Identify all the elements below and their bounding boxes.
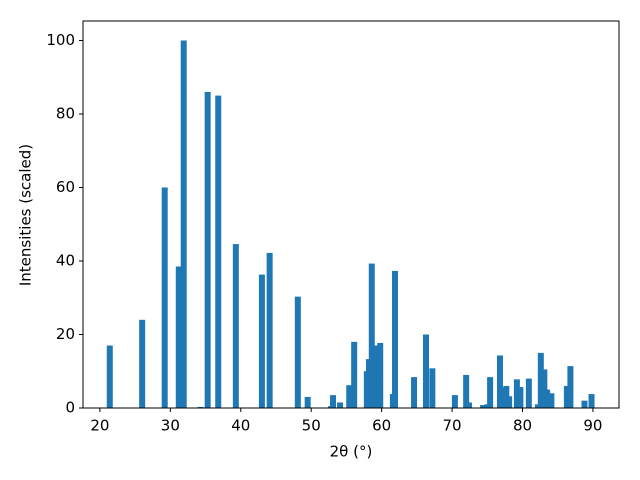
bar xyxy=(423,334,430,408)
y-axis-label: Intensities (scaled) xyxy=(17,144,35,286)
bar xyxy=(373,382,380,408)
bar xyxy=(215,95,222,408)
plot-frame xyxy=(82,20,620,409)
x-axis-label: 2θ (°) xyxy=(330,443,373,461)
bar xyxy=(197,406,204,408)
bar xyxy=(463,374,470,408)
bar xyxy=(517,387,524,408)
bar xyxy=(548,393,555,408)
bar xyxy=(304,396,311,408)
bar xyxy=(368,263,375,408)
bar xyxy=(139,319,146,408)
bar xyxy=(392,270,399,408)
x-tick-label: 30 xyxy=(161,417,180,435)
bar xyxy=(346,385,353,408)
y-tick-label: 0 xyxy=(65,399,75,417)
bar xyxy=(161,187,168,408)
bar xyxy=(372,345,379,408)
x-tick-label: 80 xyxy=(513,417,532,435)
y-tick-label: 20 xyxy=(56,325,75,343)
bar xyxy=(337,402,344,408)
y-tick-label: 100 xyxy=(46,31,75,49)
x-tick-label: 90 xyxy=(583,417,602,435)
bar xyxy=(581,400,588,408)
bar xyxy=(106,345,113,408)
bar xyxy=(429,368,436,408)
bar xyxy=(258,274,265,408)
bar xyxy=(180,40,187,408)
bar xyxy=(351,341,358,408)
bar xyxy=(588,394,595,408)
y-tick-label: 40 xyxy=(56,251,75,269)
x-tick-label: 70 xyxy=(443,417,462,435)
bar xyxy=(377,342,384,408)
bar xyxy=(451,395,458,408)
bar xyxy=(411,377,418,408)
bar xyxy=(525,378,532,408)
bar xyxy=(232,244,239,408)
bar xyxy=(513,379,520,408)
bar xyxy=(487,377,494,408)
bar xyxy=(563,385,570,408)
x-tick-label: 20 xyxy=(90,417,109,435)
bar xyxy=(506,396,513,408)
x-tick-label: 40 xyxy=(231,417,250,435)
bar xyxy=(294,296,301,408)
x-tick-label: 60 xyxy=(372,417,391,435)
y-tick-label: 80 xyxy=(56,104,75,122)
bar xyxy=(541,369,548,408)
bar xyxy=(266,252,273,408)
y-tick-label: 60 xyxy=(56,178,75,196)
bar xyxy=(465,402,472,408)
bar xyxy=(537,352,544,408)
bar xyxy=(204,91,211,408)
bar xyxy=(544,389,551,408)
bar xyxy=(175,266,182,408)
bar xyxy=(330,395,337,408)
x-tick-label: 50 xyxy=(302,417,321,435)
bar xyxy=(480,405,487,408)
bar xyxy=(496,355,503,408)
bar xyxy=(567,366,574,408)
